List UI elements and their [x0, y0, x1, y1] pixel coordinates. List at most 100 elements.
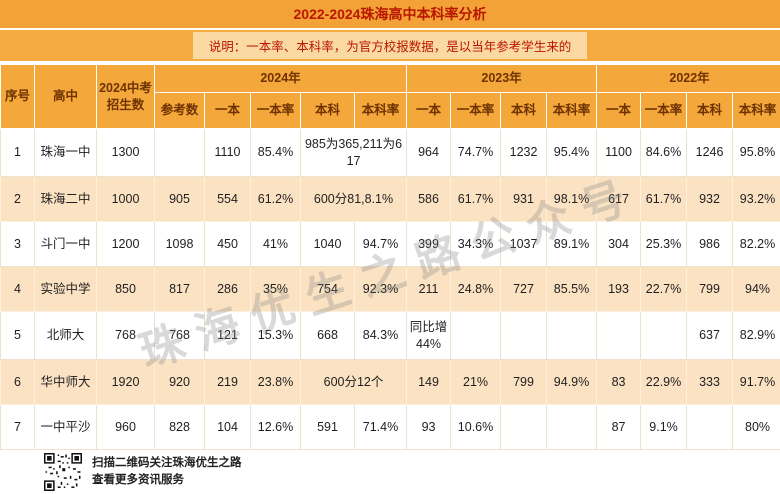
table-cell: 98.1%	[546, 176, 598, 222]
table-row: 1 珠海一中 1300 1110 85.4% 985为365,211为617 964 74.7…	[0, 128, 780, 177]
table-cell: 931	[500, 176, 548, 222]
table-cell: 35%	[250, 266, 301, 312]
footer-line2: 查看更多资讯服务	[92, 474, 184, 486]
table-cell: 82.9%	[732, 311, 780, 360]
table-row: 3 斗门一中 1200 1098 450 41% 1040 94.7% 399 34.3% 1037…	[0, 221, 780, 267]
table-cell	[640, 311, 688, 360]
table-cell: 637	[686, 311, 734, 360]
table-cell: 727	[500, 266, 548, 312]
page-title: 2022-2024珠海高中本科率分析	[0, 0, 780, 30]
year-header-2023: 2023年	[406, 64, 598, 93]
cell-school: 华中师大	[34, 359, 97, 405]
cell-enroll-2024: 1920	[96, 359, 155, 405]
col-header-2023-first-tier-rate: 一本率	[450, 92, 502, 129]
header-year-row: 序号 高中 2024中考招生数 2024年 2023年 2022年	[0, 64, 780, 129]
table-cell: 10.6%	[450, 404, 502, 450]
table-cell	[500, 311, 548, 360]
col-header-2022-first-tier-rate: 一本率	[640, 92, 688, 129]
footer-text: 扫描二维码关注珠海优生之路 查看更多资讯服务	[92, 455, 242, 490]
table-cell: 1232	[500, 128, 548, 177]
table-cell	[686, 404, 734, 450]
table-cell: 61.2%	[250, 176, 301, 222]
table-cell: 同比增44%	[406, 311, 452, 360]
table-cell: 41%	[250, 221, 301, 267]
table-cell: 80%	[732, 404, 780, 450]
col-header-2022-bachelor: 本科	[686, 92, 734, 129]
cell-index: 2	[0, 176, 35, 222]
table-cell	[154, 128, 205, 177]
table-cell: 94.9%	[546, 359, 598, 405]
col-header-2024-first-tier-rate: 一本率	[250, 92, 301, 129]
table-cell: 87	[596, 404, 642, 450]
table-cell: 74.7%	[450, 128, 502, 177]
table-cell	[546, 404, 598, 450]
table-cell: 23.8%	[250, 359, 301, 405]
table-cell: 600分12个	[299, 359, 408, 405]
year-header-2024: 2024年	[153, 64, 408, 93]
table-cell: 104	[204, 404, 251, 450]
table-cell	[500, 404, 548, 450]
table-cell: 286	[204, 266, 251, 312]
cell-enroll-2024: 960	[96, 404, 155, 450]
col-header-2024-bachelor-rate: 本科率	[353, 92, 408, 129]
table-cell: 25.3%	[640, 221, 688, 267]
table-cell: 9.1%	[640, 404, 688, 450]
table-cell: 304	[596, 221, 642, 267]
cell-index: 5	[0, 311, 35, 360]
col-header-2024-first-tier: 一本	[204, 92, 251, 129]
table-cell: 121	[204, 311, 251, 360]
table-cell: 21%	[450, 359, 502, 405]
col-header-2022-first-tier: 一本	[596, 92, 642, 129]
table-cell: 83	[596, 359, 642, 405]
table-cell	[450, 311, 502, 360]
table-cell: 600分81,8.1%	[299, 176, 408, 222]
table-cell: 1100	[596, 128, 642, 177]
table-cell: 84.3%	[353, 311, 408, 360]
table-cell: 754	[300, 266, 355, 312]
table-cell: 920	[154, 359, 205, 405]
cell-index: 7	[0, 404, 35, 450]
table-row: 7 一中平沙 960 828 104 12.6% 591 71.4% 93 10.6% 87 9.1%…	[0, 404, 780, 450]
table-cell: 24.8%	[450, 266, 502, 312]
table-cell: 591	[300, 404, 355, 450]
note-band: 说明：一本率、本科率，为官方校报数据，是以当年参考学生来的	[0, 30, 780, 64]
table-cell: 92.3%	[353, 266, 408, 312]
table-cell: 61.7%	[640, 176, 688, 222]
table-cell: 84.6%	[640, 128, 688, 177]
col-header-enroll-2024: 2024中考招生数	[96, 64, 155, 129]
table-cell: 1040	[300, 221, 355, 267]
table-cell: 617	[596, 176, 642, 222]
table-cell: 828	[154, 404, 205, 450]
cell-index: 4	[0, 266, 35, 312]
note-text: 说明：一本率、本科率，为官方校报数据，是以当年参考学生来的	[192, 32, 588, 59]
year-header-2022: 2022年	[596, 64, 780, 93]
table-cell: 586	[406, 176, 452, 222]
table-cell: 93.2%	[732, 176, 780, 222]
table-cell: 1098	[154, 221, 205, 267]
data-table: 序号 高中 2024中考招生数 2024年 2023年 2022年 参考数 一本…	[0, 64, 780, 450]
table-cell: 85.4%	[250, 128, 301, 177]
table-cell: 219	[204, 359, 251, 405]
table-cell: 964	[406, 128, 452, 177]
table-cell: 799	[500, 359, 548, 405]
table-cell: 985为365,211为617	[299, 128, 408, 177]
col-header-index: 序号	[0, 64, 35, 129]
cell-school: 珠海一中	[34, 128, 97, 177]
col-header-2023-first-tier: 一本	[406, 92, 452, 129]
cell-enroll-2024: 768	[96, 311, 155, 360]
table-cell: 95.4%	[546, 128, 598, 177]
header-cols-row: 参考数 一本 一本率 本科 本科率 一本 一本率 本科 本科率 一本 一本率 本…	[1, 92, 780, 129]
table-body: 1 珠海一中 1300 1110 85.4% 985为365,211为617 964 74.7…	[0, 128, 780, 450]
col-header-2024-bachelor: 本科	[300, 92, 355, 129]
cell-enroll-2024: 850	[96, 266, 155, 312]
table-cell: 799	[686, 266, 734, 312]
col-header-2023-bachelor-rate: 本科率	[546, 92, 598, 129]
col-header-2024-ref-count: 参考数	[154, 92, 205, 129]
table-cell	[596, 311, 642, 360]
table-cell: 61.7%	[450, 176, 502, 222]
cell-index: 3	[0, 221, 35, 267]
qr-code	[44, 453, 82, 491]
table-cell: 905	[154, 176, 205, 222]
table-cell: 71.4%	[353, 404, 408, 450]
cell-school: 珠海二中	[34, 176, 97, 222]
